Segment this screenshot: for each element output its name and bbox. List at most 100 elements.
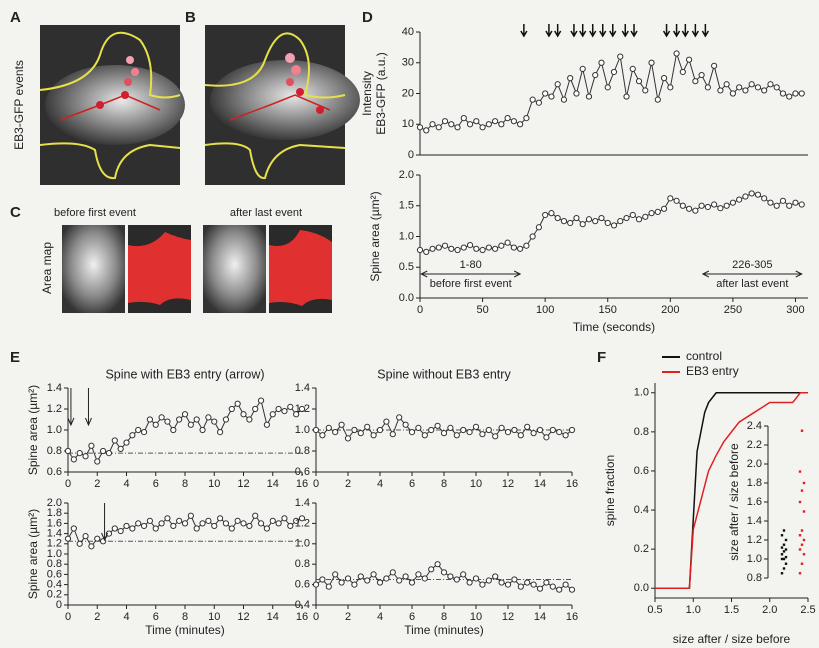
data-point xyxy=(685,205,693,212)
data-point xyxy=(767,81,774,88)
y-tick-label: 0.0 xyxy=(634,582,649,594)
y-tick-label: 0.4 xyxy=(47,579,62,591)
data-point xyxy=(415,571,422,578)
data-point xyxy=(170,522,177,530)
data-point xyxy=(748,81,755,88)
data-point xyxy=(466,429,473,436)
strip-point xyxy=(784,562,788,565)
data-point xyxy=(460,571,467,578)
y-tick-label: 1.4 xyxy=(747,515,762,527)
strip-point xyxy=(784,538,788,542)
panel-label: C xyxy=(10,204,21,221)
data-point xyxy=(252,405,259,413)
data-point xyxy=(152,421,159,428)
data-point xyxy=(517,121,524,128)
data-point xyxy=(679,202,686,209)
x-tick-label: 0.5 xyxy=(647,604,662,616)
data-point xyxy=(448,121,455,128)
strip-point xyxy=(784,548,788,551)
event-arrow xyxy=(545,24,553,38)
data-point xyxy=(448,245,455,252)
entry-arrow xyxy=(85,388,92,427)
x-tick-label: 14 xyxy=(267,478,279,490)
x-tick-label: 4 xyxy=(377,478,383,490)
data-point xyxy=(234,517,241,524)
x-tick-label: 2 xyxy=(94,478,100,490)
data-point xyxy=(402,573,409,580)
data-point xyxy=(711,62,718,69)
x-tick-label: 2 xyxy=(345,611,351,623)
data-point xyxy=(679,68,686,76)
x-tick-label: 8 xyxy=(182,611,188,623)
y-tick-label: 0.8 xyxy=(634,426,649,438)
strip-point xyxy=(800,489,804,492)
cdf-line xyxy=(655,392,808,589)
data-point xyxy=(447,424,454,431)
data-point xyxy=(396,577,403,584)
data-point xyxy=(176,416,183,423)
data-point xyxy=(742,193,749,200)
data-point xyxy=(140,522,148,530)
range-note: before first event xyxy=(430,278,512,290)
event-arrow xyxy=(609,24,617,38)
data-point xyxy=(287,403,294,410)
data-point xyxy=(635,216,643,223)
data-point xyxy=(660,205,668,212)
data-point xyxy=(492,573,499,580)
y-axis-label: spine fraction xyxy=(603,455,617,526)
data-point xyxy=(667,195,674,202)
panel-label: F xyxy=(597,349,606,366)
data-point xyxy=(370,571,377,578)
data-point xyxy=(298,405,306,413)
x-axis-label: Time (minutes) xyxy=(145,623,225,637)
data-point xyxy=(604,219,611,227)
data-point xyxy=(423,248,430,255)
range-arrow xyxy=(701,270,803,278)
y-tick-label: 1.8 xyxy=(747,477,762,489)
data-point xyxy=(529,96,536,103)
y-axis-label: Intensity xyxy=(360,71,374,116)
data-point xyxy=(623,93,630,100)
data-point xyxy=(234,400,241,407)
y-tick-label: 1.8 xyxy=(47,507,62,519)
x-tick-label: 16 xyxy=(296,611,308,623)
data-point xyxy=(383,575,390,582)
x-tick-label: 150 xyxy=(599,304,617,316)
event-arrow xyxy=(691,24,699,38)
x-tick-label: 14 xyxy=(534,611,546,623)
data-point xyxy=(654,208,661,215)
data-point xyxy=(252,512,259,519)
data-point xyxy=(70,456,77,463)
data-point xyxy=(648,59,655,66)
data-point xyxy=(568,586,576,593)
image-a xyxy=(39,25,185,185)
data-point xyxy=(529,233,536,240)
x-tick-label: 16 xyxy=(296,478,308,490)
data-point xyxy=(786,202,793,209)
data-point xyxy=(761,195,768,202)
x-tick-label: 4 xyxy=(377,611,383,623)
data-point xyxy=(585,216,593,223)
data-point xyxy=(64,447,72,455)
strip-point xyxy=(798,548,802,551)
data-point xyxy=(434,561,441,568)
event-arrow xyxy=(579,24,587,38)
data-point xyxy=(222,416,230,423)
data-point xyxy=(312,581,320,588)
data-point xyxy=(158,520,165,527)
data-point xyxy=(187,421,194,428)
strip-point xyxy=(782,557,786,561)
data-point xyxy=(592,71,599,79)
data-point xyxy=(111,437,118,444)
data-point xyxy=(257,397,265,404)
data-point xyxy=(402,421,409,428)
area-map-label: Area map xyxy=(40,242,54,294)
y-tick-label: 20 xyxy=(402,87,414,99)
data-point xyxy=(479,581,486,588)
event-arrow xyxy=(701,24,710,38)
x-tick-label: 8 xyxy=(441,478,447,490)
strip-point xyxy=(782,550,786,553)
entry-arrow xyxy=(101,503,109,542)
data-point xyxy=(579,221,586,228)
data-point xyxy=(429,121,436,128)
